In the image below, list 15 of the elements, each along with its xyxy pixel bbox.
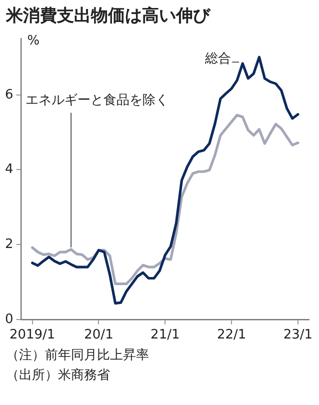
y-axis-title: % — [27, 34, 40, 49]
y-tick-label: 2 — [4, 236, 14, 252]
text: （注）前年同月比上昇率 — [6, 347, 150, 365]
x-tick-label: 20/1 — [84, 328, 114, 343]
series-label: 総合 — [204, 52, 232, 67]
text: エネルギーと食品を除く — [25, 93, 168, 108]
y-tick-label: 0 — [4, 312, 14, 327]
x-tick-label: 22/1 — [216, 328, 246, 343]
y-tick-label: 4 — [4, 162, 14, 178]
x-tick-label: 23/1 — [283, 328, 313, 343]
y-tick-label: 6 — [4, 87, 14, 102]
x-tick-label: 21/1 — [150, 328, 180, 343]
chart-title: 米消費支出物価は高い伸び — [4, 5, 212, 28]
text: （出所）米商務省 — [6, 367, 111, 385]
x-tick-label: 2019/1 — [9, 328, 56, 343]
